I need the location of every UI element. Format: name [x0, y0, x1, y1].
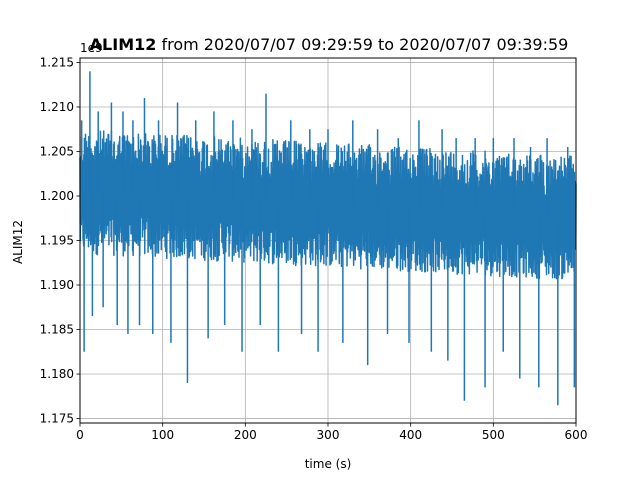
- y-tick-label: 1.215: [40, 55, 74, 69]
- chart-title-rest: from 2020/07/07 09:29:59 to 2020/07/07 0…: [156, 35, 568, 54]
- y-offset-label: 1e9: [80, 41, 103, 55]
- x-tick-label: 0: [76, 428, 84, 442]
- x-tick-label: 500: [482, 428, 505, 442]
- y-tick-label: 1.180: [40, 367, 74, 381]
- y-tick-label: 1.205: [40, 144, 74, 158]
- y-tick-label: 1.190: [40, 278, 74, 292]
- y-tick-label: 1.200: [40, 189, 74, 203]
- y-tick-label: 1.185: [40, 323, 74, 337]
- plot-series: [79, 71, 577, 406]
- y-axis-label: ALIM12: [11, 220, 25, 264]
- y-tick-label: 1.195: [40, 234, 74, 248]
- y-tick-label: 1.175: [40, 412, 74, 426]
- y-axis-ticks: 1.175 1.180 1.185 1.190 1.195 1.200 1.205 1.210…: [40, 55, 80, 426]
- x-tick-label: 200: [234, 428, 257, 442]
- chart-title: ALIM12 from 2020/07/07 09:29:59 to 2020/…: [90, 35, 569, 54]
- x-tick-label: 300: [317, 428, 340, 442]
- y-tick-label: 1.210: [40, 100, 74, 114]
- x-tick-label: 600: [565, 428, 588, 442]
- x-tick-label: 400: [399, 428, 422, 442]
- x-axis-ticks: 0 100 200 300 400 500 600: [76, 423, 587, 442]
- x-axis-label: time (s): [305, 457, 352, 471]
- chart-title-bold: ALIM12: [90, 35, 157, 54]
- x-tick-label: 100: [151, 428, 174, 442]
